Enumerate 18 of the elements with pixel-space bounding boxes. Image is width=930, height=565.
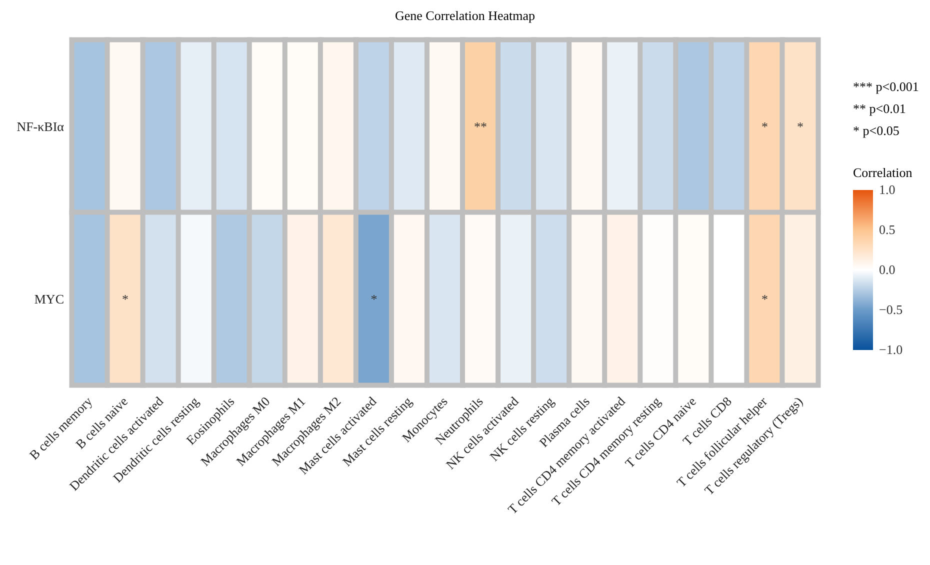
data-label: **: [474, 118, 488, 134]
data-label: *: [370, 291, 378, 306]
data-label: *: [761, 118, 768, 134]
chart-title: Gene Correlation Heatmap: [394, 8, 536, 23]
color-bar-title: Correlation: [853, 165, 913, 180]
color-bar-label: 1.0: [879, 182, 896, 197]
y-tick-label: NF-κBIα: [16, 118, 64, 134]
color-bar-label: −0.5: [879, 302, 903, 317]
color-bar-label: −1.0: [879, 342, 903, 357]
data-label: *: [122, 291, 129, 306]
text: ** p<0.01: [853, 101, 906, 116]
data-label: *: [796, 118, 804, 134]
color-bar-label: 0.5: [879, 222, 896, 237]
data-label: *: [761, 291, 768, 306]
color-bar-label: 0.0: [879, 262, 896, 277]
y-tick-label: MYC: [34, 291, 64, 306]
text: *** p<0.001: [853, 79, 919, 94]
text: * p<0.05: [853, 123, 900, 138]
